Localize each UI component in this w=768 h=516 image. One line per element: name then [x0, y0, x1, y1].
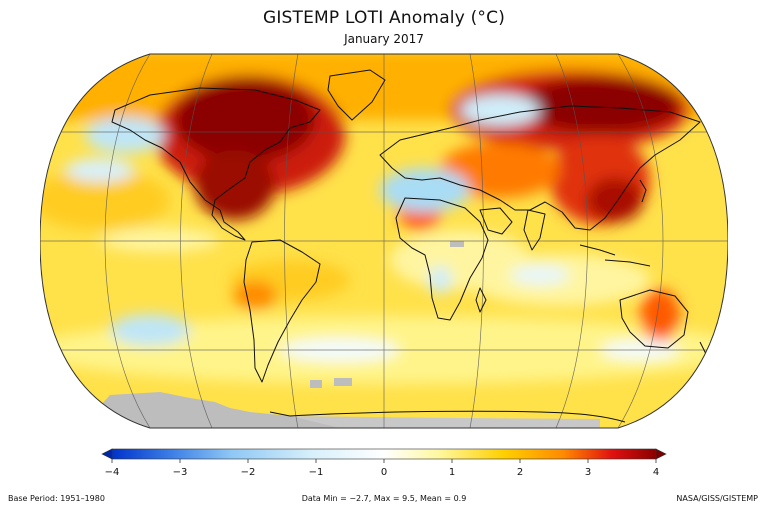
map-subtitle: January 2017 — [344, 32, 424, 46]
colorbar-tick-label: −4 — [105, 467, 120, 478]
colorbar-gradient — [111, 448, 657, 460]
europe-cool-anomaly — [380, 168, 470, 212]
globe-outline — [40, 53, 728, 429]
colorbar: −4 −3 −2 −1 0 1 2 3 4 — [96, 448, 672, 484]
south-pacific-cool-anomaly — [110, 314, 190, 346]
colorbar-tick-label: 0 — [381, 467, 387, 478]
colorbar-low-arrow — [101, 448, 113, 460]
colorbar-tick-label: −3 — [173, 467, 188, 478]
graticule — [40, 54, 728, 428]
colorbar-tick-label: 3 — [585, 467, 591, 478]
anomaly-map — [40, 50, 728, 432]
coastlines — [111, 69, 707, 423]
colorbar-tick-label: 4 — [653, 467, 659, 478]
colorbar-tick-label: 2 — [517, 467, 523, 478]
colorbar-tick-label: −2 — [241, 467, 256, 478]
data-stats: Data Min = −2.7, Max = 9.5, Mean = 0.9 — [301, 494, 467, 503]
colorbar-tick-label: −1 — [309, 467, 324, 478]
credit-label: NASA/GISS/GISTEMP — [676, 494, 758, 503]
colorbar-tick-label: 1 — [449, 467, 455, 478]
base-period: Base Period: 1951–1980 — [8, 494, 105, 503]
colorbar-high-arrow — [655, 448, 667, 460]
map-title: GISTEMP LOTI Anomaly (°C) — [262, 8, 506, 28]
